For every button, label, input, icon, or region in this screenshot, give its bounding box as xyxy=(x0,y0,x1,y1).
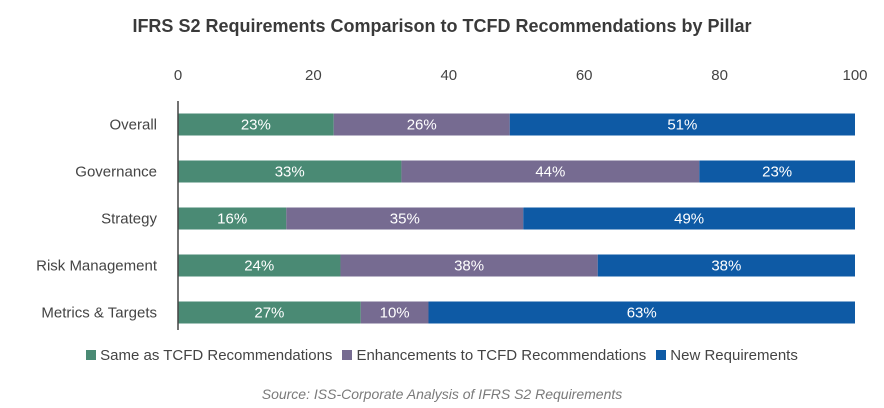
bar-segment xyxy=(428,301,855,324)
data-label: 23% xyxy=(241,117,271,134)
category-label: Governance xyxy=(75,164,157,181)
legend-item: Same as TCFD Recommendations xyxy=(86,347,332,364)
bar-segment xyxy=(178,207,287,230)
data-label: 38% xyxy=(711,258,741,275)
bars: 23% 26% 51% 33% 44% 23% 16% 35% 49% 24% 38% 38% 27% 1… xyxy=(178,113,855,324)
bar-segment xyxy=(178,113,334,136)
bar-segment xyxy=(597,254,855,277)
bar-segment xyxy=(360,301,429,324)
bar-segment xyxy=(178,160,402,183)
bar-segment xyxy=(523,207,855,230)
legend-swatch xyxy=(656,350,667,360)
x-tick-label: 40 xyxy=(440,67,457,84)
bar-segment xyxy=(178,301,361,324)
category-label: Metrics & Targets xyxy=(41,305,157,322)
data-label: 35% xyxy=(390,211,420,228)
x-tick-label: 20 xyxy=(305,67,322,84)
data-label: 38% xyxy=(454,258,484,275)
chart-title: IFRS S2 Requirements Comparison to TCFD … xyxy=(132,16,752,36)
legend-item: New Requirements xyxy=(656,347,798,364)
data-label: 44% xyxy=(535,164,565,181)
data-label: 26% xyxy=(407,117,437,134)
data-label: 63% xyxy=(627,305,657,322)
data-label: 16% xyxy=(217,211,247,228)
legend: Same as TCFD Recommendations Enhancements… xyxy=(0,347,884,364)
data-label: 24% xyxy=(244,258,274,275)
data-label: 10% xyxy=(380,305,410,322)
legend-swatch xyxy=(86,350,97,360)
legend-label: Same as TCFD Recommendations xyxy=(100,347,333,364)
x-tick-label: 100 xyxy=(842,67,867,84)
x-tick-label: 0 xyxy=(174,67,182,84)
category-label: Risk Management xyxy=(36,258,158,275)
x-tick-label: 80 xyxy=(711,67,728,84)
data-label: 51% xyxy=(667,117,697,134)
category-labels: Overall Governance Strategy Risk Management… xyxy=(36,117,158,322)
legend-item: Enhancements to TCFD Recommendations xyxy=(342,347,646,364)
bar-segment xyxy=(509,113,855,136)
legend-swatch xyxy=(342,350,353,360)
bar-segment xyxy=(178,254,341,277)
bar-segment xyxy=(333,113,510,136)
source-note: Source: ISS-Corporate Analysis of IFRS S… xyxy=(261,386,623,402)
legend-label: Enhancements to TCFD Recommendations xyxy=(356,347,647,364)
data-label: 27% xyxy=(254,305,284,322)
bar-segment xyxy=(401,160,700,183)
bar-segment xyxy=(286,207,524,230)
data-label: 49% xyxy=(674,211,704,228)
x-axis-ticks: 0 20 40 60 80 100 xyxy=(174,67,868,84)
bar-segment xyxy=(340,254,598,277)
category-label: Strategy xyxy=(101,211,157,228)
bar-segment xyxy=(699,160,855,183)
category-label: Overall xyxy=(109,117,157,134)
legend-label: New Requirements xyxy=(670,347,798,364)
data-label: 33% xyxy=(275,164,305,181)
x-tick-label: 60 xyxy=(576,67,593,84)
data-label: 23% xyxy=(762,164,792,181)
